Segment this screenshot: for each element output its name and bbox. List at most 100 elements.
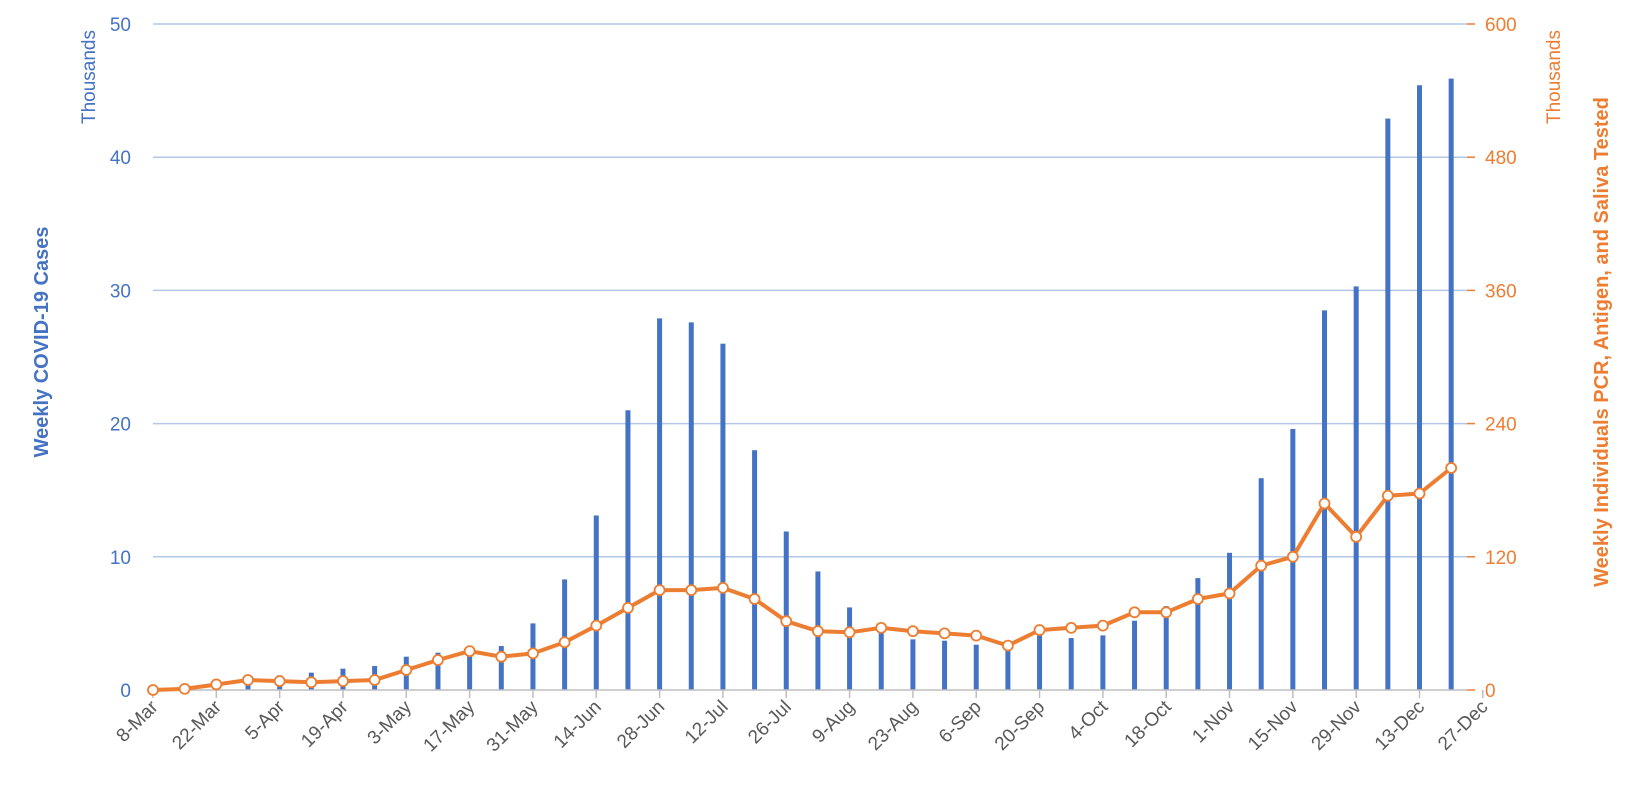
line-point (1350, 530, 1363, 543)
bar (657, 318, 663, 690)
line-point (1318, 497, 1331, 510)
line-point (685, 584, 698, 596)
x-tick-label: 13-Dec (1371, 697, 1429, 755)
x-tick-label: 29-Nov (1308, 696, 1367, 755)
line-point (590, 619, 603, 632)
x-tick-label: 9-Aug (808, 697, 859, 748)
line-point (368, 674, 381, 686)
x-tick-label: 19-Apr (297, 696, 353, 752)
y-right-tick-label: 0 (1485, 681, 1496, 702)
bar-series (182, 78, 1454, 691)
bar (1417, 85, 1423, 691)
line-point (463, 645, 476, 658)
bar (1353, 286, 1359, 690)
bar (688, 322, 694, 690)
bar (1258, 478, 1264, 690)
y-left-unit: Thousands (79, 30, 100, 124)
line-point (653, 584, 666, 596)
bar (878, 626, 884, 690)
line-point (748, 593, 761, 605)
line-point (1191, 593, 1204, 605)
x-tick-label: 1-Nov (1188, 696, 1239, 747)
bar (1132, 620, 1138, 690)
line-point (1033, 624, 1046, 636)
line-point (273, 675, 286, 688)
x-tick-label: 8-Mar (113, 696, 163, 746)
y-left-tick-label: 0 (120, 681, 131, 702)
bar (593, 515, 599, 690)
x-tick-label: 5-Apr (241, 696, 289, 744)
y-axis-right: 0 120 240 360 480 600 (1467, 15, 1517, 702)
line-point (843, 626, 856, 639)
x-tick-label: 6-Sep (935, 697, 986, 748)
y-right-tick-label: 600 (1485, 15, 1517, 36)
bar (562, 579, 568, 690)
bar (942, 640, 948, 690)
x-axis: 8-Mar 22-Mar 5-Apr 19-Apr 3-May 17-May 31-May 1… (113, 689, 1492, 756)
x-tick-label: 12-Jul (681, 697, 732, 748)
x-tick-label: 20-Sep (991, 697, 1049, 755)
line-point (400, 664, 413, 676)
bar (625, 410, 631, 690)
y-axis-left: 0 10 20 30 40 50 (110, 15, 131, 702)
y-right-tick-label: 480 (1485, 148, 1517, 169)
line-point (970, 629, 983, 642)
line-point (337, 675, 349, 688)
line-point (717, 581, 729, 594)
x-tick-label: 14-Jun (550, 697, 606, 753)
bar (1005, 643, 1011, 690)
bar (1037, 632, 1043, 690)
y-left-tick-label: 40 (110, 148, 131, 169)
bar (1100, 635, 1106, 690)
bar (1195, 578, 1201, 690)
y-right-tick-label: 240 (1485, 415, 1517, 436)
bar (910, 639, 916, 690)
line-point (147, 684, 159, 696)
y-left-tick-label: 20 (110, 415, 131, 436)
bar (783, 531, 789, 690)
y-right-tick-label: 120 (1485, 548, 1517, 569)
line-point (1223, 587, 1236, 600)
x-tick-label: 15-Nov (1244, 696, 1303, 755)
bar (847, 607, 853, 690)
bar (435, 652, 441, 690)
x-tick-label: 17-May (420, 696, 480, 756)
bar (752, 450, 758, 690)
line-point (622, 601, 634, 614)
y-right-unit: Thousands (1544, 30, 1565, 124)
line-point (780, 615, 793, 628)
line-point (812, 625, 824, 638)
gridlines (153, 23, 1467, 558)
x-tick-label: 31-May (483, 696, 543, 756)
line-point (1128, 606, 1141, 619)
line-point (210, 678, 223, 691)
line-point (527, 647, 539, 660)
line-point (1065, 621, 1078, 634)
line-point (495, 650, 508, 663)
bar (498, 646, 504, 690)
x-tick-label: 18-Oct (1121, 696, 1177, 752)
line-point (1096, 619, 1109, 632)
line-point (1381, 489, 1394, 502)
line-point (1001, 639, 1014, 652)
y-right-title: Weekly Individuals PCR, Antigen, and Sal… (1591, 97, 1613, 587)
line-point (938, 627, 951, 640)
line-point (178, 682, 191, 695)
bar (1163, 606, 1169, 690)
x-tick-label: 26-Jul (744, 697, 795, 748)
tests-line (152, 466, 1453, 692)
line-point (1445, 462, 1458, 474)
bar (1227, 552, 1233, 690)
bar (1385, 118, 1391, 690)
bar (720, 343, 726, 690)
y-left-title: Weekly COVID-19 Cases (31, 227, 53, 458)
y-right-tick-label: 360 (1485, 281, 1517, 302)
y-left-tick-label: 10 (110, 548, 131, 569)
line-point (558, 636, 571, 649)
x-tick-label: 22-Mar (168, 696, 226, 754)
line-point (1160, 606, 1173, 619)
x-tick-label: 23-Aug (864, 697, 922, 755)
bar (1068, 638, 1074, 690)
line-point (242, 674, 254, 686)
